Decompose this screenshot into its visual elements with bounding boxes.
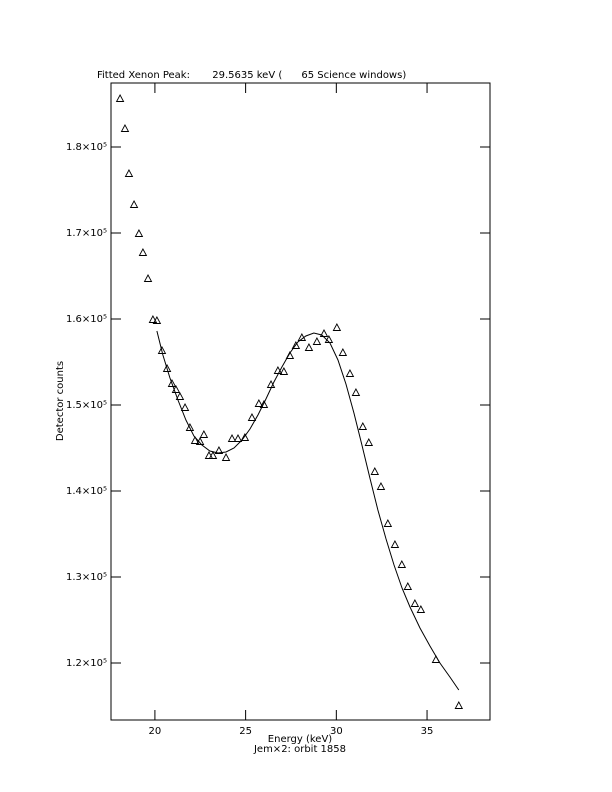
data-point (383, 519, 393, 527)
y-tick-label: 1.4×10⁵ (66, 486, 107, 497)
data-point (221, 453, 231, 461)
data-point (279, 367, 289, 375)
data-point (254, 399, 264, 407)
x-tick-label: 20 (149, 726, 162, 737)
data-point (134, 229, 144, 237)
data-point (304, 343, 314, 351)
chart-title: Fitted Xenon Peak: 29.5635 keV ( 65 Scie… (97, 70, 406, 81)
x-axis-label: Energy (keV) (268, 734, 333, 745)
data-point (129, 200, 139, 208)
data-point (190, 436, 200, 444)
data-point (162, 364, 172, 372)
y-tick-label: 1.5×10⁵ (66, 400, 107, 411)
data-point (247, 413, 257, 421)
data-point (416, 605, 426, 613)
y-axis-label: Detector counts (55, 361, 66, 441)
fit-line (156, 330, 460, 691)
data-point (312, 337, 322, 345)
data-point (332, 323, 342, 331)
data-point (157, 346, 167, 354)
subtitle: Jem×2: orbit 1858 (253, 744, 346, 755)
data-point (115, 94, 125, 102)
data-point (454, 701, 464, 709)
plot-frame (110, 82, 491, 721)
data-point (370, 467, 380, 475)
data-point (390, 540, 400, 548)
data-point (291, 341, 301, 349)
data-point (175, 392, 185, 400)
x-tick-label: 30 (330, 726, 343, 737)
data-point (148, 315, 158, 323)
data-point (227, 434, 237, 442)
y-tick-label: 1.2×10⁵ (66, 658, 107, 669)
data-point (185, 423, 195, 431)
data-point (138, 248, 148, 256)
data-point (338, 348, 348, 356)
x-tick-label: 25 (239, 726, 252, 737)
y-tick-label: 1.8×10⁵ (66, 142, 107, 153)
data-point (199, 430, 209, 438)
data-point (152, 316, 162, 324)
data-point (403, 582, 413, 590)
data-point (397, 560, 407, 568)
data-point (376, 482, 386, 490)
data-point (120, 124, 130, 132)
data-point (180, 403, 190, 411)
data-point (124, 169, 134, 177)
data-point (208, 451, 218, 459)
y-tick-label: 1.3×10⁵ (66, 572, 107, 583)
data-point (358, 422, 368, 430)
data-point (364, 438, 374, 446)
data-point (214, 446, 224, 454)
x-tick-label: 35 (421, 726, 434, 737)
y-tick-label: 1.7×10⁵ (66, 228, 107, 239)
data-point (167, 379, 177, 387)
data-point (240, 433, 250, 441)
y-tick-label: 1.6×10⁵ (66, 314, 107, 325)
data-point (143, 274, 153, 282)
data-point (259, 400, 269, 408)
data-point (345, 369, 355, 377)
data-point (233, 434, 243, 442)
data-point (351, 388, 361, 396)
data-point (410, 599, 420, 607)
